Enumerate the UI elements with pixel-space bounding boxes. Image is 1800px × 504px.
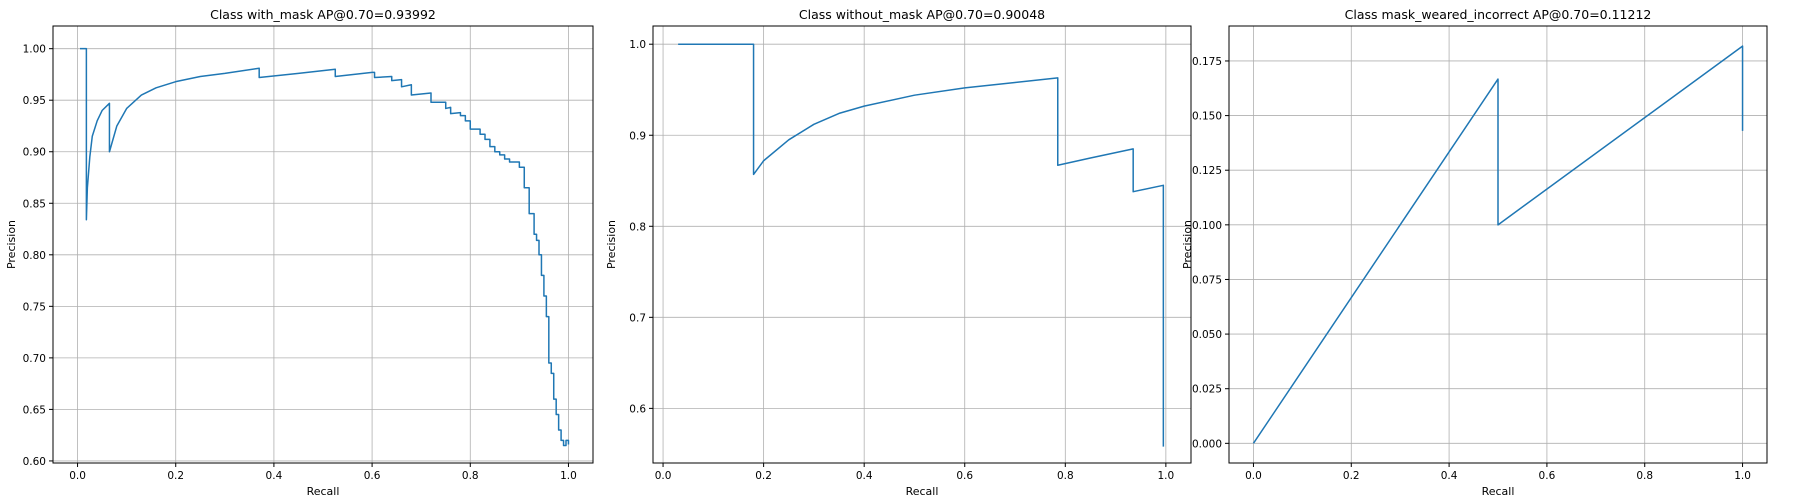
y-tick-label: 1.0 [629,39,646,51]
y-tick-label: 0.8 [629,221,646,233]
y-tick-label: 0.75 [23,301,46,313]
x-tick-label: 1.0 [1734,470,1751,482]
pr-curve-line [80,47,570,447]
y-tick-label: 0.70 [23,353,46,365]
x-tick-label: 0.4 [1441,470,1458,482]
chart-title: Class without_mask AP@0.70=0.90048 [799,7,1045,22]
chart-panel-3: 0.0 0.2 0.4 0.6 0.8 1.0 0.000 0.025 0.050 0.075 0.… [1181,7,1768,498]
y-tick-label: 0.050 [1192,329,1222,341]
y-tick-label: 0.150 [1192,111,1222,123]
x-tick-label: 0.6 [956,470,973,482]
plot-frame [1228,25,1768,464]
y-tick-label: 0.9 [629,130,646,142]
x-tick-label: 0.0 [655,470,672,482]
chart-title: Class with_mask AP@0.70=0.93992 [210,7,436,22]
x-tick-label: 0.6 [1539,470,1556,482]
y-tick-label: 0.95 [23,95,46,107]
y-tick-label: 0.80 [23,250,46,262]
x-tick-label: 1.0 [560,470,577,482]
x-tick-label: 0.0 [1245,470,1262,482]
y-tick-label: 0.90 [23,147,46,159]
x-tick-label: 0.2 [1343,470,1360,482]
chart-panel-1: 0.0 0.2 0.4 0.6 0.8 1.0 0.60 0.65 0.70 0.75 0.80 0.… [5,7,594,498]
y-tick-label: 0.6 [629,403,646,415]
y-tick-label: 0.85 [23,198,46,210]
y-tick-label: 0.075 [1192,274,1222,286]
x-tick-label: 0.2 [755,470,772,482]
chart-title: Class mask_weared_incorrect AP@0.70=0.11… [1345,7,1652,22]
y-axis-label: Precision [5,220,18,269]
y-tick-label: 0.65 [23,404,46,416]
y-tick-label: 0.100 [1192,220,1222,232]
y-tick-label: 1.00 [23,44,46,56]
x-tick-label: 0.8 [462,470,479,482]
pr-curve-line [1252,45,1744,444]
x-tick-label: 0.0 [69,470,86,482]
x-tick-label: 0.8 [1057,470,1074,482]
y-tick-label: 0.175 [1192,56,1222,68]
y-axis-label: Precision [1181,220,1194,269]
y-axis-label: Precision [605,220,618,269]
x-tick-label: 1.0 [1158,470,1175,482]
x-axis-label: Recall [307,485,340,498]
plot-frame [652,25,1192,464]
y-tick-label: 0.7 [629,312,646,324]
x-tick-label: 0.2 [167,470,184,482]
chart-panel-2: 0.0 0.2 0.4 0.6 0.8 1.0 0.6 0.7 0.8 0.9 1.0 Class w… [605,7,1192,498]
pr-curve-line [678,43,1165,447]
x-tick-label: 0.4 [266,470,283,482]
x-axis-label: Recall [906,485,939,498]
x-tick-label: 0.6 [364,470,381,482]
y-tick-label: 0.60 [23,456,46,468]
x-tick-label: 0.4 [856,470,873,482]
y-tick-label: 0.025 [1192,384,1222,396]
y-tick-label: 0.125 [1192,165,1222,177]
plot-frame [52,25,594,464]
y-tick-label: 0.000 [1192,438,1222,450]
x-axis-label: Recall [1482,485,1515,498]
x-tick-label: 0.8 [1636,470,1653,482]
